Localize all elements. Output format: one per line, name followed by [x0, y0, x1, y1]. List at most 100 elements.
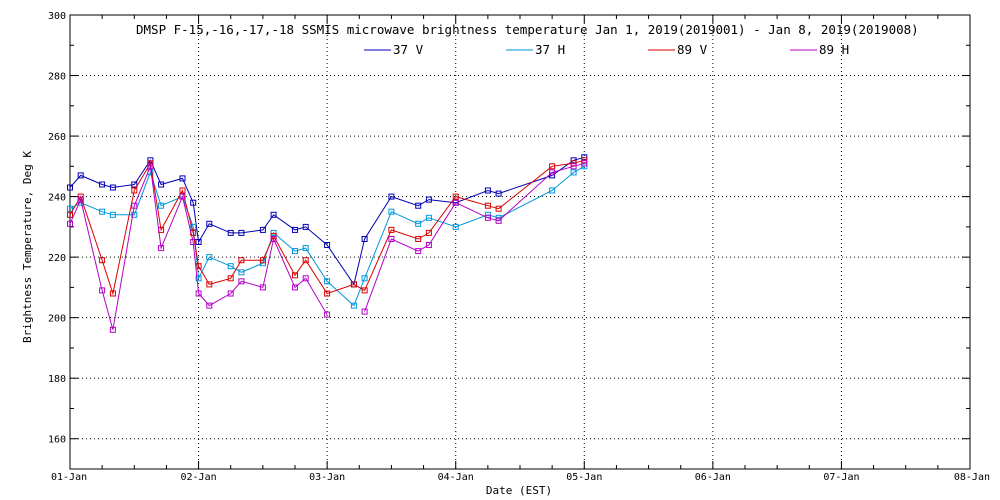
- data-point: [227, 263, 234, 270]
- data-point: [452, 193, 459, 200]
- y-tick-label: 220: [48, 253, 66, 264]
- series-line: [69, 164, 328, 330]
- data-point: [324, 311, 331, 318]
- data-point: [109, 326, 116, 333]
- data-point: [350, 281, 357, 288]
- y-tick-label: 180: [48, 374, 66, 385]
- y-tick-label: 160: [48, 435, 66, 446]
- data-point: [549, 187, 556, 194]
- data-point: [549, 169, 556, 176]
- y-tick-label: 260: [48, 132, 66, 143]
- data-point: [570, 163, 577, 170]
- series-line: [69, 156, 585, 286]
- data-point: [67, 184, 73, 191]
- chart-title: DMSP F-15,-16,-17,-18 SSMIS microwave br…: [136, 22, 919, 37]
- data-point: [495, 205, 502, 212]
- data-point: [425, 196, 432, 203]
- data-point: [179, 193, 186, 200]
- data-point: [77, 172, 84, 179]
- data-point: [495, 190, 502, 197]
- data-point: [361, 275, 368, 282]
- y-axis-label: Brightness Temperature, Deg K: [21, 151, 34, 343]
- data-point: [238, 278, 245, 285]
- data-point: [179, 175, 186, 182]
- data-point: [425, 242, 432, 248]
- data-point: [388, 208, 395, 215]
- data-point: [259, 226, 266, 233]
- data-point: [195, 275, 202, 282]
- data-point: [292, 272, 298, 279]
- data-point: [227, 275, 234, 282]
- x-tick-label: 07-Jan: [823, 472, 859, 483]
- legend-label: 37 V: [393, 42, 424, 57]
- series-89-h: [67, 160, 588, 333]
- data-point: [361, 308, 368, 315]
- data-point: [67, 220, 73, 227]
- data-point: [158, 245, 165, 252]
- data-point: [206, 254, 213, 261]
- x-tick-label: 03-Jan: [309, 472, 345, 483]
- data-point: [259, 284, 266, 291]
- legend: 37 V 37 H 89 V 89 H: [364, 42, 849, 57]
- data-point: [484, 187, 491, 194]
- x-tick-label: 04-Jan: [438, 472, 474, 483]
- data-point: [350, 302, 357, 309]
- data-point: [99, 287, 106, 294]
- data-point: [131, 181, 138, 188]
- x-tick-label: 05-Jan: [566, 472, 602, 483]
- data-point: [227, 290, 234, 297]
- data-point: [425, 229, 432, 236]
- legend-label: 37 H: [535, 42, 565, 57]
- data-point: [147, 163, 154, 170]
- data-point: [131, 211, 138, 218]
- data-point: [109, 184, 116, 191]
- data-point: [259, 257, 266, 264]
- data-point: [302, 245, 309, 252]
- data-point: [99, 257, 106, 264]
- y-tick-label: 200: [48, 314, 66, 325]
- x-axis-label: Date (EST): [486, 484, 552, 497]
- y-tick-label: 300: [48, 11, 66, 22]
- data-point: [581, 160, 588, 167]
- data-point: [190, 199, 197, 206]
- axes: 160 180 200 220 240 260 280 300 01-Jan 02-Jan 03-J…: [48, 11, 990, 483]
- data-point: [388, 236, 395, 242]
- data-point: [99, 181, 106, 188]
- data-point: [131, 187, 138, 194]
- data-point: [452, 199, 459, 206]
- data-point: [238, 269, 245, 276]
- data-point: [77, 196, 84, 203]
- data-point: [361, 287, 368, 294]
- data-point: [158, 181, 165, 188]
- data-point: [415, 248, 422, 255]
- data-point: [238, 257, 245, 264]
- data-point: [302, 223, 309, 230]
- data-point: [292, 226, 298, 233]
- data-point: [484, 214, 491, 221]
- x-tick-label: 02-Jan: [181, 472, 217, 483]
- series-line: [69, 159, 585, 296]
- series-layer: [67, 154, 588, 333]
- data-point: [270, 236, 277, 242]
- y-tick-label: 280: [48, 72, 66, 83]
- data-point: [388, 226, 395, 233]
- data-point: [190, 223, 197, 230]
- legend-label: 89 H: [819, 42, 849, 57]
- data-point: [388, 193, 395, 200]
- data-point: [206, 302, 213, 309]
- data-point: [206, 220, 213, 227]
- data-point: [415, 220, 422, 227]
- data-point: [484, 202, 491, 209]
- data-point: [195, 290, 202, 297]
- data-point: [109, 211, 116, 218]
- data-point: [302, 275, 309, 282]
- data-point: [361, 236, 368, 242]
- data-point: [292, 248, 298, 255]
- data-point: [67, 211, 73, 218]
- data-point: [292, 284, 298, 291]
- data-point: [206, 281, 213, 288]
- data-point: [190, 239, 197, 245]
- data-point: [570, 169, 577, 176]
- data-point: [495, 217, 502, 224]
